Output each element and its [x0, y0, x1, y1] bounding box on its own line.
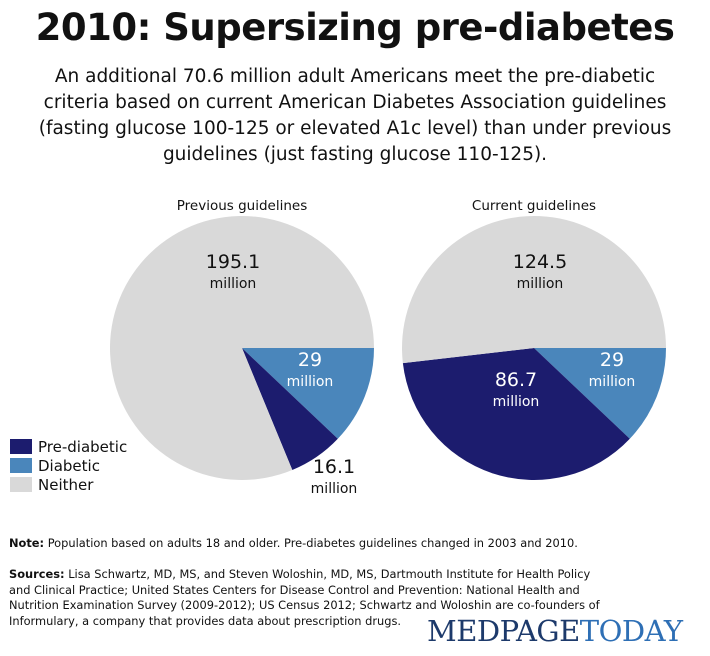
pie-slice-neither — [110, 215, 374, 480]
legend-item-neither: Neither — [10, 475, 127, 494]
note: Note: Population based on adults 18 and … — [9, 536, 578, 550]
pie-charts: Previous guidelines 29 million 16.1 million 1… — [110, 198, 666, 497]
legend-item-diabetic: Diabetic — [10, 456, 127, 475]
pie-slice-pre-diabetic — [402, 348, 630, 481]
legend-item-pre-diabetic: Pre-diabetic — [10, 437, 127, 456]
slice-unit-label-pre-diabetic: million — [311, 481, 358, 497]
logo-part2: TODAY — [579, 614, 683, 648]
sources-label: Sources: — [9, 567, 65, 581]
legend-swatch-pre-diabetic — [10, 439, 32, 454]
pie-slice-pre-diabetic — [242, 348, 338, 471]
slice-value-label-neither: 195.1 — [206, 251, 260, 273]
slice-unit-label-diabetic: million — [589, 374, 636, 390]
note-text: Population based on adults 18 and older.… — [44, 536, 578, 550]
legend-swatch-neither — [10, 477, 32, 492]
logo-part1: MEDPAGE — [427, 614, 580, 648]
pie-chart-1: Current guidelines 29 million 86.7 million 12… — [401, 198, 666, 481]
slice-value-label-neither: 124.5 — [513, 251, 567, 273]
legend-label: Diabetic — [38, 456, 100, 475]
pie-chart-0: Previous guidelines 29 million 16.1 million 1… — [110, 198, 374, 497]
chart-subtitle: An additional 70.6 million adult America… — [38, 66, 672, 165]
pie-title: Previous guidelines — [177, 198, 308, 214]
pie-title: Current guidelines — [472, 198, 596, 214]
slice-unit-label-neither: million — [210, 276, 257, 292]
medpage-today-logo: MEDPAGETODAY — [427, 614, 683, 648]
sources-text: Lisa Schwartz, MD, MS, and Steven Wolosh… — [9, 567, 600, 628]
slice-value-label-pre-diabetic: 86.7 — [495, 369, 537, 391]
slice-unit-label-pre-diabetic: million — [493, 394, 540, 410]
pie-slice-diabetic — [242, 348, 374, 439]
legend-label: Neither — [38, 475, 94, 494]
legend: Pre-diabetic Diabetic Neither — [10, 437, 127, 494]
legend-swatch-diabetic — [10, 458, 32, 473]
pie-slice-diabetic — [534, 348, 666, 439]
chart-title: 2010: Supersizing pre-diabetes — [35, 6, 675, 49]
legend-label: Pre-diabetic — [38, 437, 128, 456]
pie-slice-neither — [401, 216, 666, 364]
sources: Sources: Lisa Schwartz, MD, MS, and Stev… — [9, 567, 609, 629]
note-label: Note: — [9, 536, 45, 550]
slice-value-label-diabetic: 29 — [298, 349, 322, 371]
slice-unit-label-diabetic: million — [287, 374, 334, 390]
slice-value-label-diabetic: 29 — [600, 349, 624, 371]
slice-value-label-pre-diabetic: 16.1 — [313, 456, 355, 478]
slice-unit-label-neither: million — [517, 276, 564, 292]
